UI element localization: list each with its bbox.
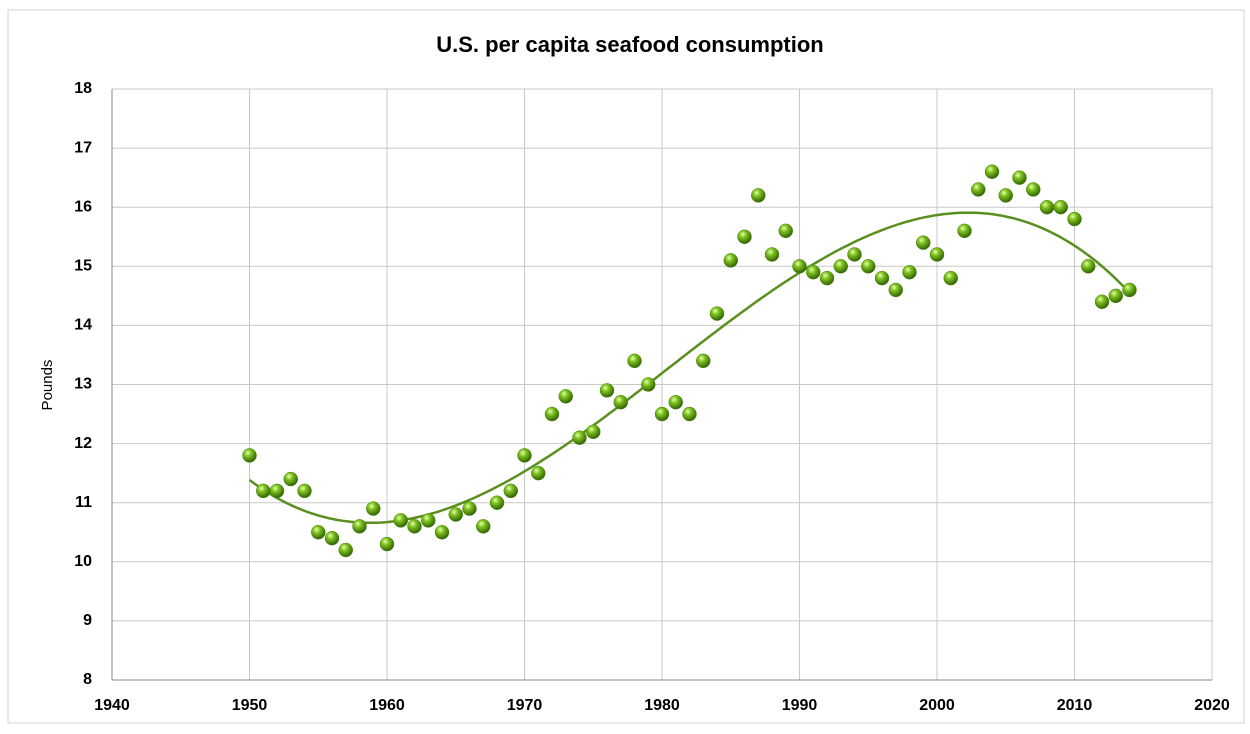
- point: [544, 406, 560, 422]
- point: [709, 306, 725, 321]
- point: [503, 483, 518, 499]
- point: [558, 389, 573, 404]
- point: [1053, 199, 1068, 215]
- point: [806, 264, 821, 280]
- x-tick-label: 1940: [94, 697, 130, 714]
- y-tick-label: 11: [75, 494, 92, 511]
- x-tick-label: 1990: [782, 697, 818, 714]
- point: [434, 525, 450, 540]
- point: [311, 525, 326, 540]
- point: [297, 483, 312, 499]
- point: [916, 235, 931, 250]
- point: [943, 270, 958, 286]
- point: [1067, 211, 1082, 227]
- x-tick-label: 2020: [1194, 697, 1230, 714]
- point: [861, 259, 876, 274]
- point: [531, 465, 546, 481]
- point: [1039, 199, 1055, 215]
- y-tick-label: 8: [83, 671, 92, 688]
- point: [366, 501, 381, 516]
- point: [338, 542, 353, 558]
- x-tick-label: 1950: [232, 697, 268, 714]
- x-tick-label: 1980: [644, 697, 680, 714]
- point: [242, 448, 257, 463]
- point: [407, 519, 422, 534]
- point: [654, 406, 670, 422]
- y-axis-label: Pounds: [39, 360, 56, 411]
- point: [476, 519, 491, 534]
- x-tick-label: 2000: [919, 697, 955, 714]
- point: [572, 430, 587, 445]
- point: [641, 377, 656, 392]
- point: [792, 259, 807, 274]
- x-tick-label: 1960: [369, 697, 405, 714]
- point: [586, 424, 601, 440]
- point: [668, 394, 683, 410]
- x-tick-label: 1970: [507, 697, 543, 714]
- y-tick-label: 12: [74, 435, 92, 452]
- point: [902, 264, 917, 280]
- point: [723, 253, 738, 268]
- point: [379, 536, 395, 552]
- point: [751, 188, 766, 203]
- point: [847, 247, 862, 262]
- point: [833, 259, 848, 274]
- y-tick-label: 9: [83, 612, 92, 629]
- point: [269, 483, 285, 499]
- point: [324, 530, 340, 546]
- y-tick-label: 14: [74, 317, 92, 334]
- point: [489, 495, 505, 510]
- point: [1012, 170, 1027, 185]
- point: [599, 383, 615, 398]
- point: [929, 247, 945, 262]
- point: [517, 448, 532, 463]
- point: [682, 406, 697, 422]
- point: [957, 223, 972, 239]
- point: [984, 164, 1000, 179]
- point: [256, 483, 271, 499]
- point: [737, 229, 752, 244]
- point: [888, 282, 903, 298]
- point: [613, 394, 628, 410]
- point: [764, 247, 780, 262]
- y-tick-label: 15: [74, 258, 92, 275]
- point: [874, 270, 890, 286]
- point: [421, 513, 436, 528]
- point: [819, 270, 835, 286]
- point: [352, 519, 367, 534]
- point: [1081, 259, 1096, 274]
- x-tick-label: 2010: [1057, 697, 1093, 714]
- y-tick-label: 13: [74, 376, 92, 393]
- point: [627, 353, 642, 369]
- chart-title: U.S. per capita seafood consumption: [436, 32, 824, 57]
- point: [1094, 294, 1110, 310]
- point: [998, 188, 1013, 203]
- point: [283, 471, 298, 487]
- point: [971, 182, 986, 197]
- y-tick-label: 10: [74, 553, 92, 570]
- point: [778, 223, 793, 239]
- y-tick-label: 16: [74, 198, 92, 215]
- y-tick-label: 18: [74, 80, 92, 97]
- point: [1026, 182, 1041, 197]
- chart-border: [7, 9, 1245, 724]
- point: [393, 513, 408, 528]
- point: [1108, 288, 1123, 304]
- point: [696, 353, 711, 369]
- point: [462, 501, 477, 516]
- y-tick-label: 17: [74, 139, 92, 156]
- point: [448, 507, 463, 522]
- point: [1122, 282, 1137, 298]
